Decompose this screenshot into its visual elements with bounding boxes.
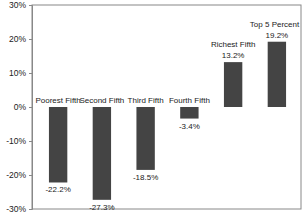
y-tick-mark bbox=[29, 175, 32, 176]
bar bbox=[268, 42, 286, 107]
y-tick-label: 30% bbox=[9, 0, 26, 10]
y-tick-mark bbox=[29, 5, 32, 6]
y-tick-mark bbox=[29, 209, 32, 210]
category-label: Top 5 Percent bbox=[250, 20, 300, 29]
plot: -30% -20% -10% 0% 10% 20% 30% -22.2% -27.3% -18.5… bbox=[6, 0, 301, 214]
y-tick-label: -10% bbox=[6, 136, 26, 146]
data-label: 13.2% bbox=[222, 51, 245, 60]
data-label: 19.2% bbox=[266, 31, 289, 40]
y-tick: -30% bbox=[6, 204, 32, 214]
plot-frame bbox=[32, 5, 301, 209]
bar bbox=[49, 107, 67, 182]
y-tick: -20% bbox=[6, 170, 32, 180]
y-tick-mark bbox=[29, 141, 32, 142]
category-label: Second Fifth bbox=[79, 96, 124, 105]
labels: -22.2% -27.3% -18.5% -3.4% 13.2% 19.2% Poorest… bbox=[35, 20, 300, 212]
y-tick-mark bbox=[29, 73, 32, 74]
category-label: Fourth Fifth bbox=[169, 96, 210, 105]
bar bbox=[136, 107, 154, 170]
bar bbox=[93, 107, 111, 200]
y-tick: 0% bbox=[14, 102, 32, 112]
data-label: -27.3% bbox=[89, 203, 114, 212]
category-label: Poorest Fifth bbox=[35, 96, 80, 105]
y-axis: -30% -20% -10% 0% 10% 20% 30% bbox=[6, 0, 32, 214]
data-label: -22.2% bbox=[45, 185, 70, 194]
data-label: -18.5% bbox=[133, 173, 158, 182]
y-tick-label: 20% bbox=[9, 34, 26, 44]
y-tick-label: -30% bbox=[6, 204, 26, 214]
category-label: Richest Fifth bbox=[211, 40, 255, 49]
y-tick-mark bbox=[29, 107, 32, 108]
y-axis-line bbox=[29, 6, 33, 210]
y-tick: -10% bbox=[6, 136, 32, 146]
y-tick-label: 10% bbox=[9, 68, 26, 78]
y-tick: 10% bbox=[9, 68, 32, 78]
y-tick-mark bbox=[29, 39, 32, 40]
bar bbox=[224, 62, 242, 107]
y-tick-label: -20% bbox=[6, 170, 26, 180]
y-tick-label: 0% bbox=[14, 102, 27, 112]
chart: -30% -20% -10% 0% 10% 20% 30% -22.2% -27.3% -18.5… bbox=[0, 0, 304, 214]
bars bbox=[49, 42, 286, 200]
data-label: -3.4% bbox=[179, 122, 200, 131]
category-label: Third Fifth bbox=[128, 96, 164, 105]
y-tick: 20% bbox=[9, 34, 32, 44]
bar bbox=[180, 107, 198, 119]
y-tick: 30% bbox=[9, 0, 32, 10]
